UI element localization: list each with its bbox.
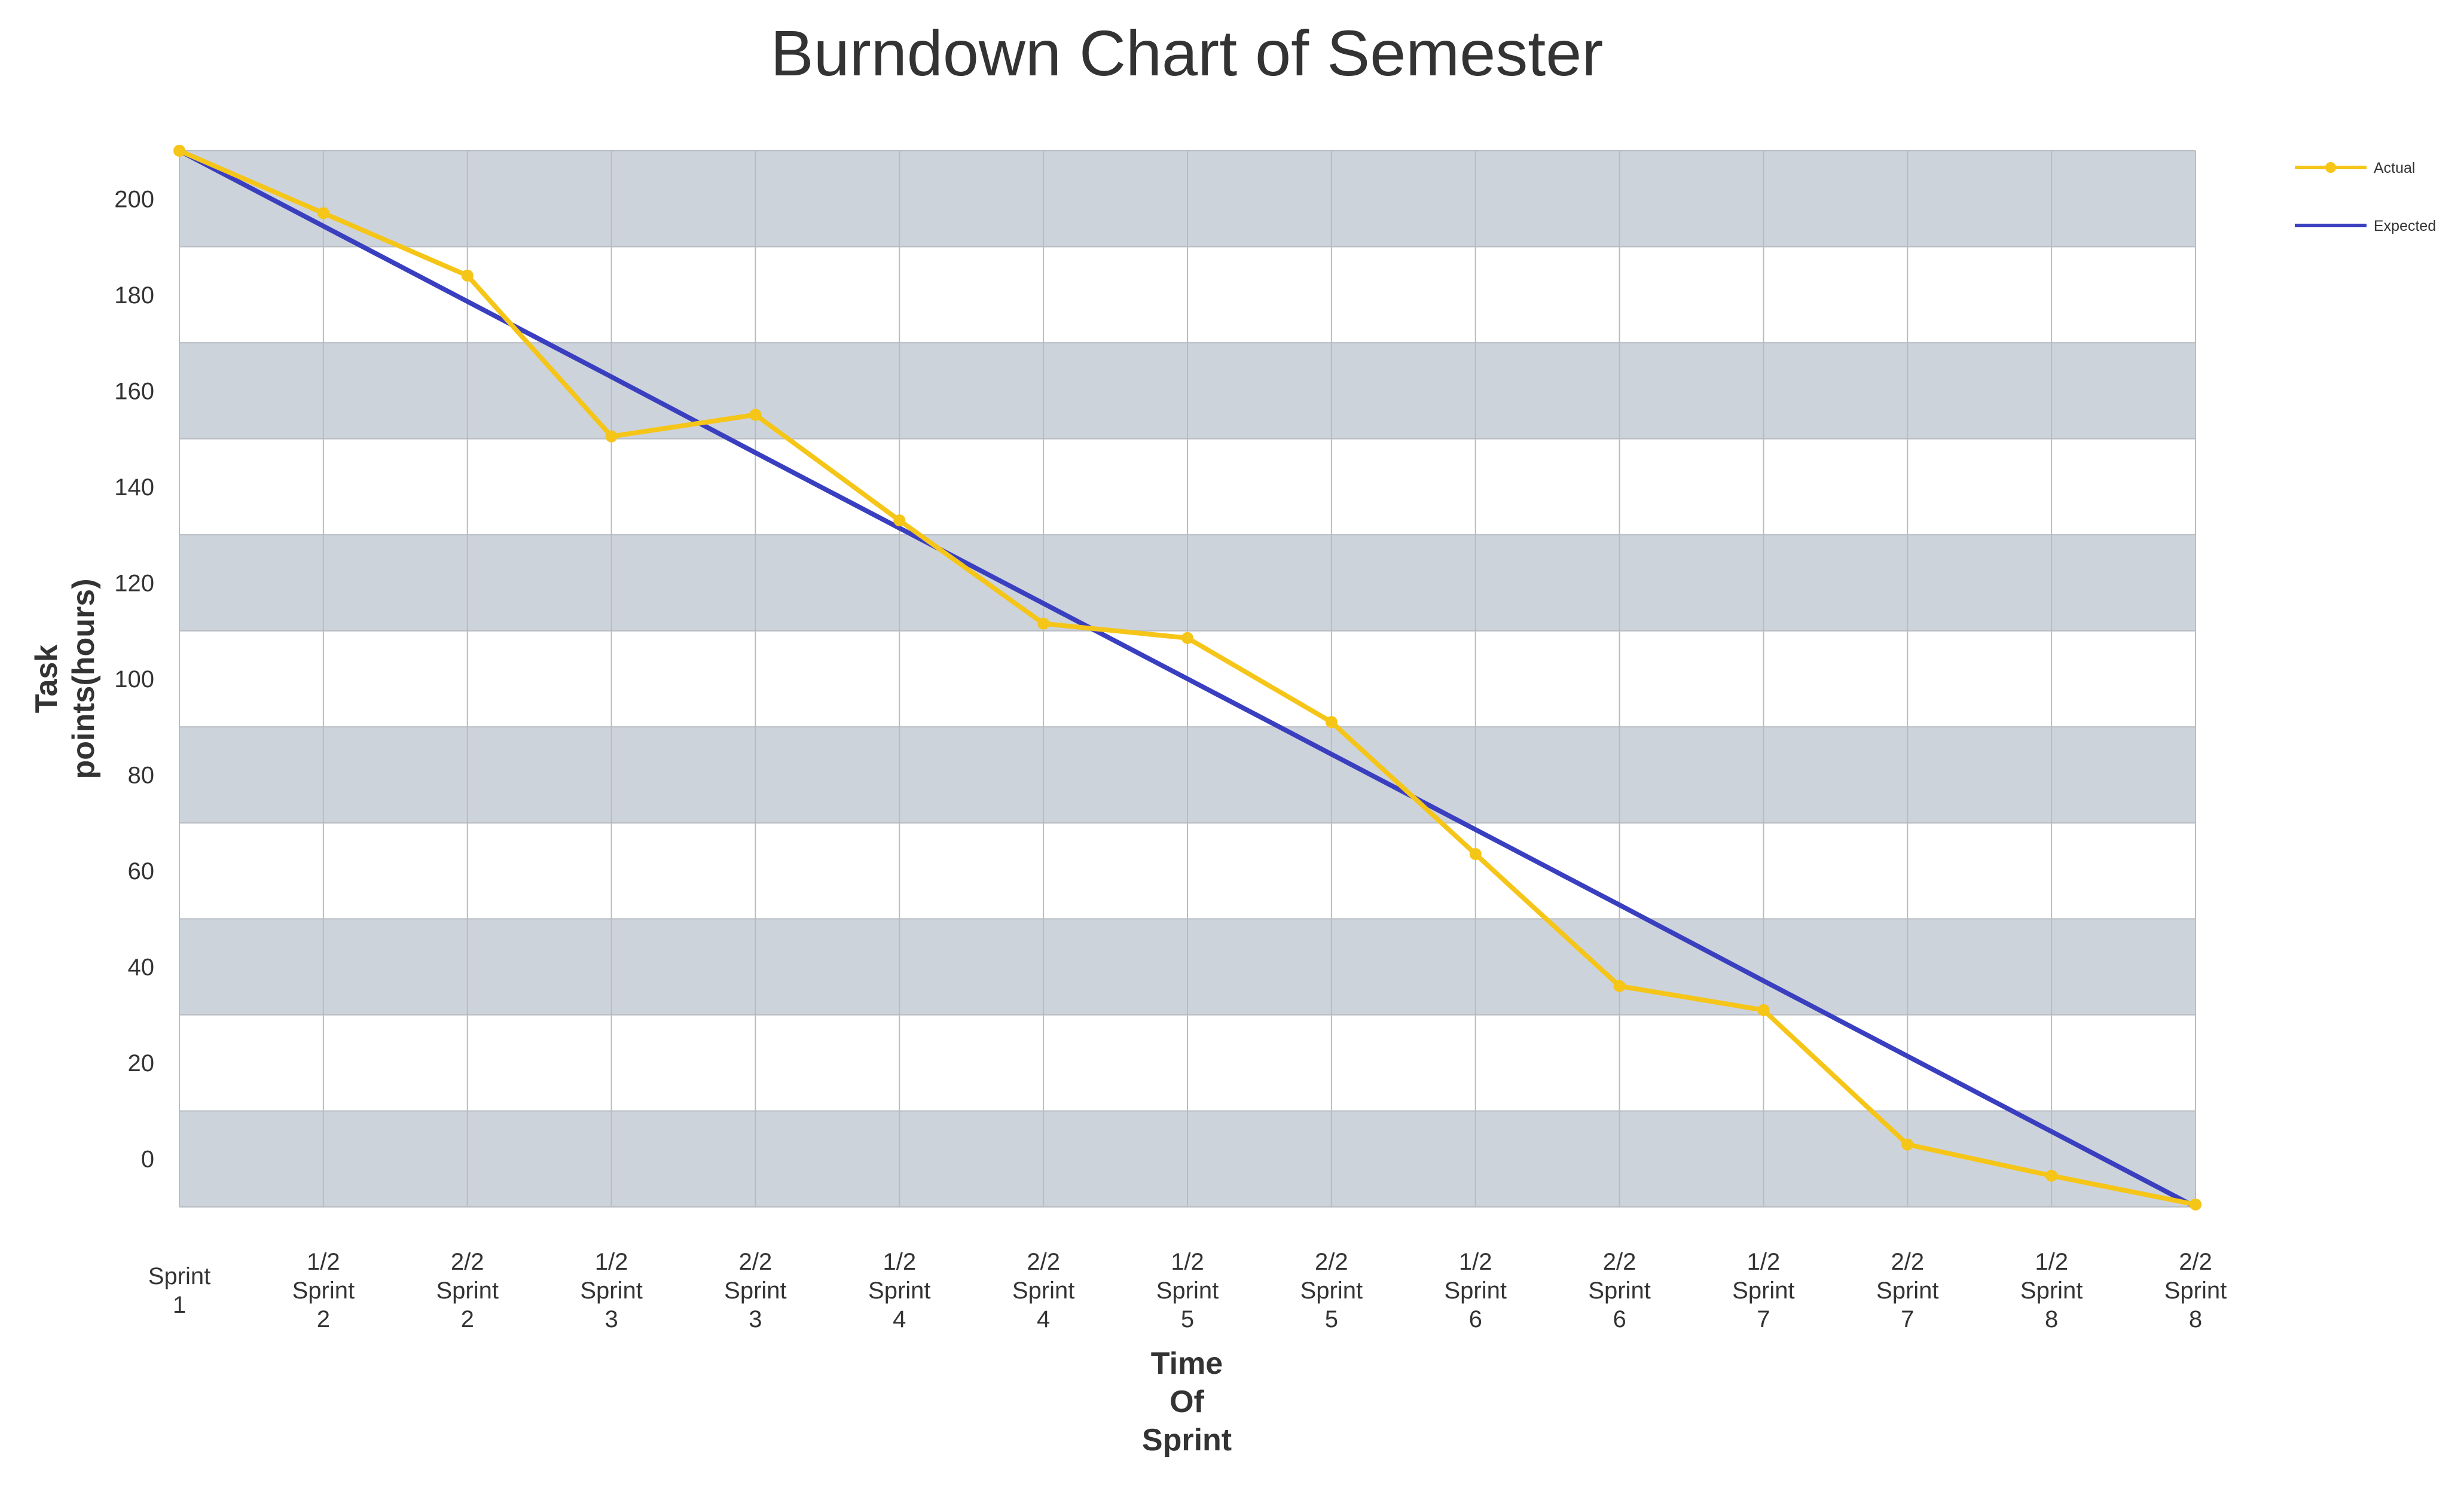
data-point-actual — [893, 514, 906, 527]
x-tick-label: 1/2 Sprint 8 — [2020, 1249, 2083, 1333]
legend-marker-actual — [2325, 162, 2336, 173]
y-tick-label: 120 — [114, 570, 154, 596]
legend: Actual Expected — [2295, 160, 2436, 234]
x-tick-label: 1/2 Sprint 4 — [868, 1249, 931, 1333]
data-point-actual — [2045, 1169, 2058, 1182]
x-tick-label: 2/2 Sprint 3 — [724, 1249, 787, 1333]
data-point-actual — [749, 408, 762, 421]
x-tick-label: 2/2 Sprint 4 — [1012, 1249, 1075, 1333]
y-axis-ticks: 0 20 40 60 80 100 120 140 160 180 200 — [114, 186, 154, 1172]
x-tick-label: 1/2 Sprint 7 — [1732, 1249, 1795, 1333]
data-point-actual — [1181, 632, 1193, 644]
x-tick-label: Sprint 1 — [148, 1263, 211, 1318]
x-tick-label: 2/2 Sprint 5 — [1300, 1249, 1363, 1333]
series-layer — [173, 145, 2202, 1211]
data-point-actual — [1757, 1004, 1770, 1016]
y-tick-label: 0 — [141, 1147, 154, 1173]
x-tick-label: 1/2 Sprint 6 — [1444, 1249, 1507, 1333]
data-point-actual — [605, 430, 618, 443]
x-axis-title-text: Time Of Sprint — [1142, 1346, 1232, 1458]
y-tick-label: 160 — [114, 378, 154, 404]
data-point-actual — [1901, 1138, 1914, 1151]
x-tick-label: 1/2 Sprint 3 — [580, 1249, 643, 1333]
x-axis-title: Time Of Sprint — [1142, 1346, 1232, 1458]
y-axis-title-text: Taskpoints(hours) — [29, 578, 101, 779]
legend-label-expected: Expected — [2374, 218, 2436, 234]
data-point-actual — [173, 145, 185, 157]
y-tick-label: 40 — [128, 955, 155, 981]
x-tick-label: 2/2 Sprint 6 — [1588, 1249, 1651, 1333]
data-point-actual — [317, 207, 329, 219]
data-point-actual — [1469, 847, 1482, 860]
y-tick-label: 80 — [128, 763, 155, 789]
data-point-actual — [1325, 716, 1338, 728]
y-axis-title: Taskpoints(hours) — [29, 578, 101, 779]
y-tick-label: 140 — [114, 474, 154, 501]
y-tick-label: 100 — [114, 666, 154, 693]
x-axis-ticks: Sprint 1 1/2 Sprint 2 2/2 Sprint 2 1/2 Sprint 3 2/2… — [148, 1249, 2227, 1333]
x-tick-label: 1/2 Sprint 5 — [1156, 1249, 1219, 1333]
y-tick-label: 20 — [128, 1050, 155, 1077]
y-tick-label: 60 — [128, 858, 155, 885]
data-point-actual — [1613, 980, 1626, 992]
chart-title: Burndown Chart of Semester — [771, 17, 1604, 89]
x-tick-label: 2/2 Sprint 2 — [436, 1249, 499, 1333]
data-point-actual — [1037, 617, 1050, 630]
x-tick-label: 1/2 Sprint 2 — [292, 1249, 355, 1333]
y-tick-label: 200 — [114, 186, 154, 212]
vertical-gridlines — [179, 151, 2196, 1207]
data-point-actual — [461, 269, 474, 282]
legend-label-actual: Actual — [2374, 160, 2415, 176]
data-point-actual — [2190, 1198, 2202, 1211]
x-tick-label: 2/2 Sprint 8 — [2164, 1249, 2227, 1333]
x-tick-label: 2/2 Sprint 7 — [1876, 1249, 1939, 1333]
y-tick-label: 180 — [114, 282, 154, 309]
